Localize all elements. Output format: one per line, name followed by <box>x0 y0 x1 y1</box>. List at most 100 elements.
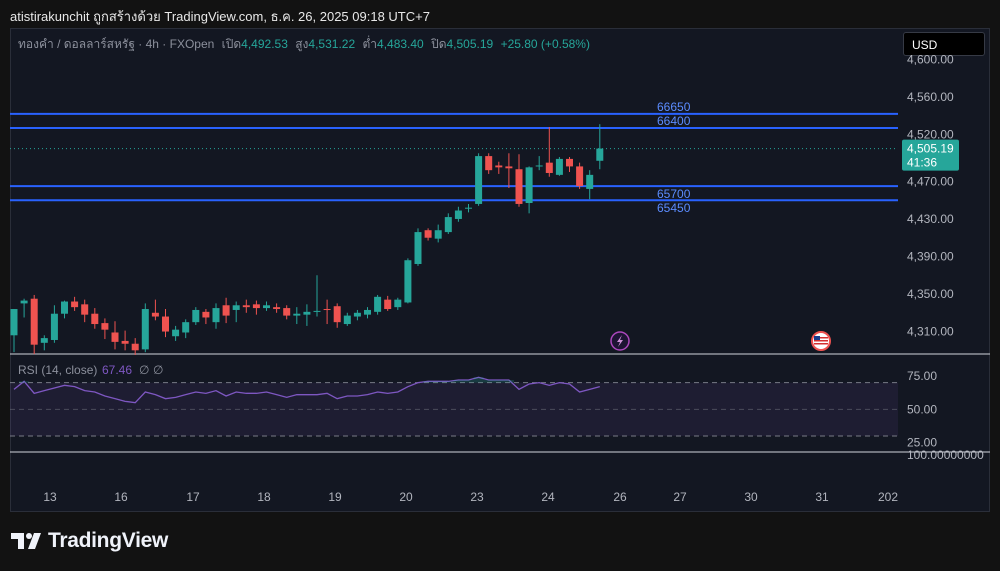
rsi-overbought-fill <box>453 380 464 383</box>
candle-body <box>555 158 563 175</box>
candle-body <box>222 305 230 316</box>
candle-body <box>202 311 210 318</box>
rsi-extra-label: ∅ <box>139 363 149 377</box>
time-axis-tick: 27 <box>673 490 687 504</box>
rsi-overbought-fill <box>19 381 30 383</box>
candle-body <box>71 301 79 308</box>
close-value: 4,505.19 <box>446 37 494 51</box>
candle-body <box>151 312 159 317</box>
candle-body <box>273 307 281 310</box>
candle-body <box>505 166 513 169</box>
rsi-value: 67.46 <box>102 363 132 377</box>
lightning-icon <box>610 331 630 351</box>
tradingview-logo-icon <box>11 533 41 549</box>
price-axis-tick: 4,520.00 <box>907 128 954 142</box>
candle-body <box>333 306 341 323</box>
candle-body <box>81 304 89 315</box>
candle-body <box>566 158 573 167</box>
candle-body <box>323 309 331 311</box>
us-flag-stripe <box>814 343 828 345</box>
candle-body <box>576 166 584 187</box>
candle-body <box>353 312 361 317</box>
level-label: 66400 <box>657 114 691 128</box>
candle-body <box>10 309 18 336</box>
rsi-overbought-fill <box>433 381 444 383</box>
candle-body <box>485 156 493 171</box>
candle-body <box>141 309 149 350</box>
close-label: ปิด <box>431 37 447 51</box>
rsi-axis-tick: 75.00 <box>907 369 937 383</box>
candle-body <box>515 169 523 204</box>
candle-body <box>162 316 169 332</box>
price-badge-value: 4,505.19 <box>907 142 954 156</box>
candle-body <box>252 304 260 309</box>
candle-body <box>525 167 533 204</box>
price-badge-countdown: 41:36 <box>907 156 937 170</box>
candle-body <box>293 313 301 316</box>
currency-button[interactable]: USD <box>903 32 985 56</box>
candle-body <box>414 232 422 264</box>
rsi-overbought-fill <box>463 380 474 383</box>
candle-body <box>404 260 412 303</box>
price-badge <box>902 139 959 171</box>
rsi-extra-label: ∅ <box>153 363 163 377</box>
time-axis-tick: 30 <box>744 490 758 504</box>
rsi-overbought-fill <box>443 381 454 383</box>
time-axis-tick: 202 <box>878 490 898 504</box>
candle-body <box>424 230 432 238</box>
high-label: สูง <box>295 37 309 51</box>
time-axis-tick: 24 <box>541 490 555 504</box>
candle-body <box>444 217 452 233</box>
symbol-legend: ทองคำ / ดอลลาร์สหรัฐ · 4h · FXOpen เปิด4… <box>18 35 590 54</box>
time-axis-tick: 17 <box>186 490 200 504</box>
low-label: ต่ำ <box>362 37 378 51</box>
candle-body <box>364 309 371 315</box>
candle-body <box>182 322 190 333</box>
rsi-title: RSI (14, close) <box>18 363 97 377</box>
candle-body <box>192 309 200 323</box>
price-axis-tick: 4,310.00 <box>907 325 954 339</box>
candle-body <box>313 310 321 312</box>
symbol-name: ทองคำ / ดอลลาร์สหรัฐ · 4h · FXOpen <box>18 37 215 51</box>
time-axis-tick: 23 <box>470 490 484 504</box>
candle-body <box>596 148 604 161</box>
us-flag-stripe <box>814 337 828 339</box>
candle-body <box>343 315 351 325</box>
candle-body <box>394 299 402 308</box>
candle-body <box>263 305 270 309</box>
candle-body <box>384 299 392 310</box>
candle-body <box>121 340 129 344</box>
open-value: 4,492.53 <box>241 37 288 51</box>
open-label: เปิด <box>221 37 242 51</box>
candle-body <box>20 300 28 304</box>
rsi-overbought-fill <box>473 377 484 383</box>
tradingview-brand: TradingView <box>48 529 169 552</box>
change-value: +25.80 (+0.58%) <box>500 37 590 51</box>
candle-body <box>242 305 250 308</box>
rsi-overbought-fill <box>483 380 494 383</box>
candle-body <box>101 323 109 330</box>
us-flag-icon <box>811 331 831 351</box>
candle-body <box>374 296 382 312</box>
header-text: atistirakunchit ถูกสร้างด้วย TradingView… <box>10 9 430 24</box>
candle-body <box>475 156 483 204</box>
candle-body <box>434 230 442 239</box>
us-flag-stripe <box>814 340 828 342</box>
candle-body <box>495 165 503 168</box>
candle-body <box>111 332 119 342</box>
candle-body <box>586 174 594 189</box>
level-label: 65450 <box>657 201 691 215</box>
time-axis-tick: 26 <box>613 490 627 504</box>
candle-body <box>30 298 38 345</box>
rsi-axis-max-label: 100.00000000 <box>907 448 984 462</box>
rsi-axis-tick: 25.00 <box>907 436 937 450</box>
chart-frame <box>10 28 990 512</box>
price-axis-tick: 4,390.00 <box>907 249 954 263</box>
time-axis-tick: 31 <box>815 490 829 504</box>
candle-body <box>172 329 180 337</box>
time-axis-tick: 19 <box>328 490 342 504</box>
level-label: 65700 <box>657 187 691 201</box>
candle-body <box>454 210 462 219</box>
rsi-axis-tick: 50.00 <box>907 402 937 416</box>
